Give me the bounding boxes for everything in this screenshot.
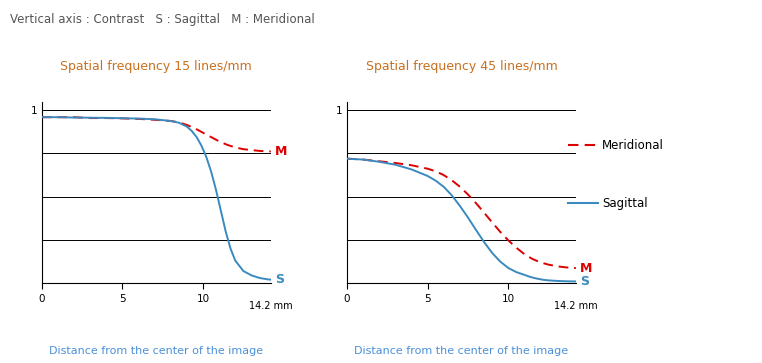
Text: Spatial frequency 45 lines/mm: Spatial frequency 45 lines/mm — [366, 60, 557, 73]
Text: Vertical axis : Contrast   S : Sagittal   M : Meridional: Vertical axis : Contrast S : Sagittal M … — [10, 13, 315, 26]
Text: Distance from the center of the image: Distance from the center of the image — [50, 346, 264, 356]
Text: S: S — [275, 273, 283, 286]
Text: 14.2 mm: 14.2 mm — [249, 301, 293, 311]
Text: Sagittal: Sagittal — [602, 197, 648, 210]
Text: M: M — [580, 262, 592, 274]
Text: Spatial frequency 15 lines/mm: Spatial frequency 15 lines/mm — [60, 60, 252, 73]
Text: S: S — [580, 275, 589, 288]
Text: Distance from the center of the image: Distance from the center of the image — [354, 346, 568, 356]
Text: 14.2 mm: 14.2 mm — [554, 301, 597, 311]
Text: Meridional: Meridional — [602, 139, 664, 152]
Text: M: M — [275, 145, 287, 158]
